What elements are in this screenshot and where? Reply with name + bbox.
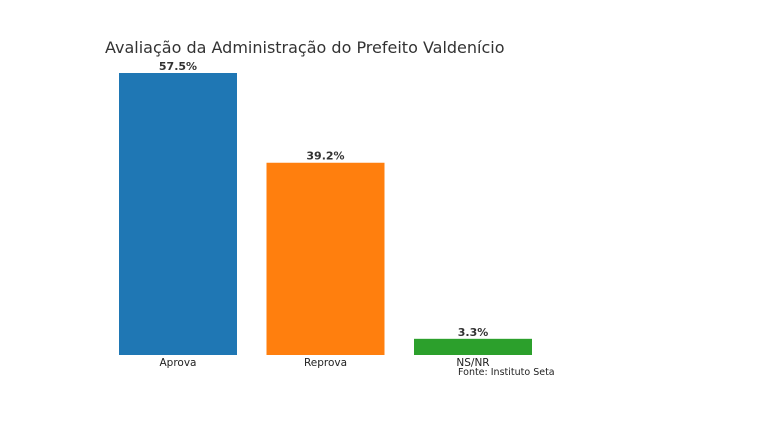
source-note: Fonte: Instituto Seta <box>458 367 555 378</box>
x-tick-label: Aprova <box>159 357 196 369</box>
x-tick-label: NS/NR <box>456 357 489 369</box>
chart-title: Avaliação da Administração do Prefeito V… <box>105 38 505 57</box>
bar-ns-nr <box>414 338 532 355</box>
x-tick-label: Reprova <box>304 357 347 369</box>
data-label: 57.5% <box>159 60 197 73</box>
bar-reprova <box>266 162 385 355</box>
bars-group <box>119 73 532 355</box>
x-tick-labels-group: Aprova Reprova NS/NR <box>159 357 489 369</box>
data-label: 39.2% <box>306 150 344 163</box>
data-label: 3.3% <box>458 326 489 339</box>
bar-aprova <box>119 73 237 355</box>
value-labels-group: 57.5% 39.2% 3.3% <box>159 60 488 339</box>
